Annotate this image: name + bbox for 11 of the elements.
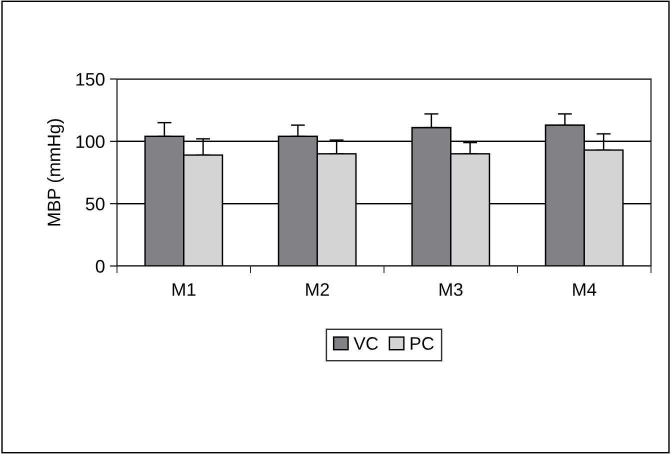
legend-label: VC [354, 337, 378, 350]
y-axis-title: MBP (mmHg) [47, 119, 64, 226]
x-tick-label: M1 [172, 283, 196, 296]
y-tick-label: 100 [76, 135, 104, 148]
y-tick-label: 0 [96, 260, 104, 273]
x-tick-label: M3 [440, 283, 462, 296]
y-tick-label: 150 [76, 72, 104, 86]
x-tick-label: M4 [573, 283, 596, 296]
x-tick-label: M2 [306, 283, 329, 296]
legend-label: PC [410, 337, 434, 350]
y-tick-label: 50 [86, 198, 104, 210]
